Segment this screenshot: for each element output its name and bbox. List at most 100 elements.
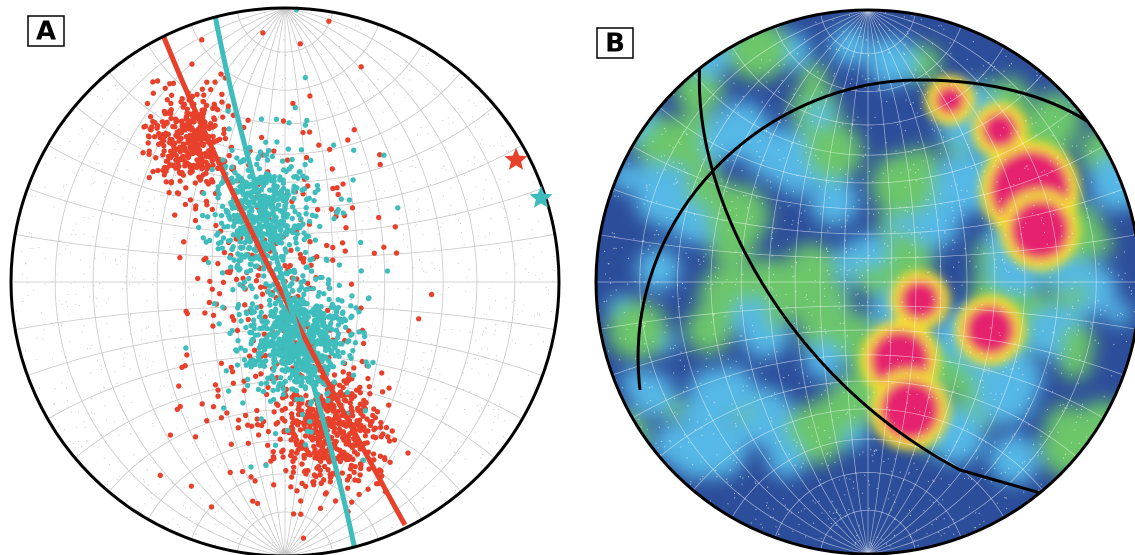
point [334,430,340,437]
point [326,18,332,24]
point [166,189,172,196]
point [294,396,300,403]
point [357,239,364,246]
point [172,212,178,218]
point [415,316,422,322]
point [345,377,352,384]
point [319,329,325,335]
point [235,417,242,423]
point [306,195,312,201]
point [318,458,324,465]
point [305,408,311,415]
point [226,152,232,159]
point [271,409,277,415]
point [220,304,226,310]
point [336,262,343,268]
point [162,85,168,91]
point [385,434,391,440]
point [301,299,307,306]
point [175,190,182,197]
point [260,231,267,237]
point [210,133,216,140]
point [243,309,250,315]
point [310,285,317,292]
point [289,156,295,163]
point [266,172,272,178]
point [297,251,304,258]
point [253,278,260,284]
point [210,323,216,329]
point [352,340,359,346]
point [361,333,368,340]
point [247,261,253,267]
point [245,184,252,190]
point [237,239,243,245]
point [307,93,313,99]
point [299,480,305,487]
point [271,198,277,204]
point [204,202,210,208]
point [161,172,168,178]
point [378,419,384,426]
point [147,113,154,120]
point [290,469,297,475]
point [323,490,329,496]
point [312,455,318,461]
point [342,248,348,254]
point [309,406,316,413]
point [389,428,395,434]
point [281,360,287,367]
point [194,91,200,98]
point [238,318,244,324]
point [237,282,243,288]
point [241,192,247,198]
point [262,193,268,199]
grid-line [237,511,333,552]
point [209,286,215,292]
point [292,208,298,215]
point [270,448,277,455]
point [211,301,218,307]
point [253,248,259,254]
point [203,102,210,109]
point [262,321,268,327]
point [179,169,185,176]
point [362,407,369,414]
point [146,148,152,154]
point [330,402,336,408]
point [260,182,267,189]
point [277,344,284,350]
point [251,197,258,203]
point [161,167,168,173]
point [352,463,358,470]
point [216,191,222,197]
point [299,366,306,372]
point [347,400,353,406]
point [183,133,190,140]
point [183,185,189,191]
point [381,455,388,461]
point [289,215,296,222]
point [350,372,357,378]
point [330,142,337,148]
point [251,325,257,332]
point [340,210,347,216]
point [214,138,220,144]
point [280,454,286,460]
point [241,285,247,291]
point [238,257,244,263]
point [254,407,260,414]
point [229,246,235,253]
point [260,30,266,36]
point [381,244,387,250]
point [335,191,341,198]
point [298,147,305,153]
point [287,452,294,459]
point [249,301,256,307]
point [200,98,206,105]
point [308,268,315,274]
point [255,432,262,438]
point [190,114,196,120]
point [277,436,283,442]
point [342,324,349,331]
